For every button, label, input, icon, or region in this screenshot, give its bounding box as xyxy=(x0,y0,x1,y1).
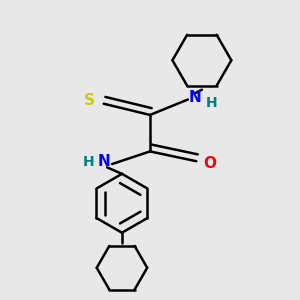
Text: H: H xyxy=(82,155,94,169)
Text: H: H xyxy=(206,96,218,110)
Text: N: N xyxy=(98,154,111,169)
Text: S: S xyxy=(84,93,94,108)
Text: N: N xyxy=(188,90,201,105)
Text: O: O xyxy=(203,156,216,171)
